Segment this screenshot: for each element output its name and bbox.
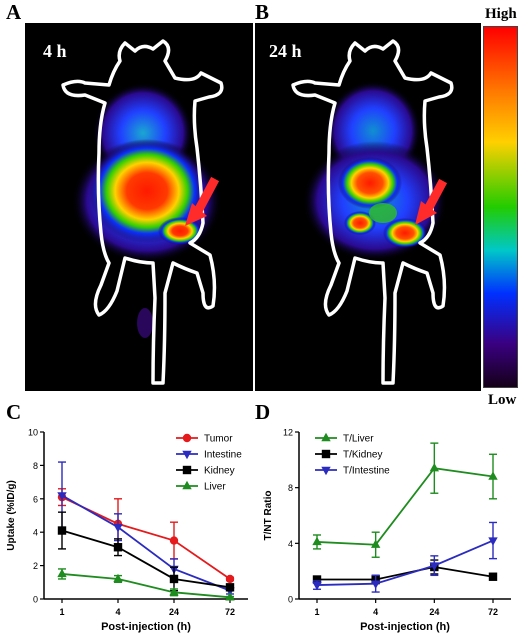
y-tick-label: 4 <box>288 539 293 549</box>
data-point <box>57 568 67 578</box>
data-point <box>169 587 179 596</box>
panel-letter-c: C <box>6 400 22 424</box>
series-line <box>61 573 231 599</box>
data-point <box>113 543 123 552</box>
legend-marker <box>321 449 331 459</box>
x-axis-label: Post-injection (h) <box>360 621 450 633</box>
data-point <box>225 574 235 584</box>
data-point <box>169 536 179 545</box>
series-t-liver <box>312 442 498 558</box>
x-tick-label: 24 <box>429 607 439 617</box>
colorbar-low-label: Low <box>488 392 517 408</box>
legend-entry: Kidney <box>204 466 235 477</box>
legend-marker <box>182 465 192 475</box>
x-tick-label: 72 <box>488 607 498 617</box>
time-label-24h: 24 h <box>269 41 302 61</box>
chart-tnt-ratio: 0 4 8 12 1 4 24 72 Post-injection (h) T/NT Ratio T… <box>263 428 511 633</box>
series-line <box>317 566 494 581</box>
data-point <box>57 492 67 501</box>
data-point <box>312 581 322 591</box>
data-point <box>113 573 123 583</box>
data-point <box>488 471 498 480</box>
series-tumor <box>57 488 235 584</box>
legend-marker <box>182 480 192 490</box>
legend-entry: Intestine <box>204 450 242 461</box>
data-point <box>370 580 381 589</box>
legend-entry: T/Kidney <box>343 450 382 461</box>
y-tick-label: 0 <box>33 595 38 605</box>
y-tick-label: 2 <box>33 561 38 571</box>
legend-entry: Tumor <box>204 434 233 445</box>
series-liver <box>57 568 235 601</box>
x-tick-label: 4 <box>115 607 120 617</box>
data-point <box>57 526 67 535</box>
colorbar-high-label: High <box>485 6 517 22</box>
y-tick-label: 8 <box>288 483 293 493</box>
data-point <box>488 537 498 546</box>
spect-image-24h: 24 h <box>255 23 481 391</box>
data-point <box>370 539 381 548</box>
data-point <box>169 574 179 584</box>
data-point <box>113 523 123 533</box>
data-point <box>488 572 498 581</box>
legend-entry: T/Intestine <box>343 466 390 477</box>
data-point <box>429 462 440 472</box>
data-point <box>225 583 235 592</box>
panel-letter-b: B <box>255 0 270 24</box>
panel-letter-d: D <box>255 400 271 424</box>
mouse-scan-4h <box>61 39 224 385</box>
data-point <box>225 592 235 601</box>
spect-image-4h: 4 h <box>25 23 253 391</box>
y-axis-label: T/NT Ratio <box>263 491 274 541</box>
x-axis-label: Post-injection (h) <box>101 621 191 633</box>
legend-entry: Liver <box>204 482 226 493</box>
x-tick-label: 1 <box>314 607 319 617</box>
y-tick-label: 6 <box>33 494 38 504</box>
panel-letter-a: A <box>6 0 22 24</box>
data-point <box>312 536 322 546</box>
series-line <box>316 539 494 586</box>
x-tick-label: 4 <box>373 607 378 617</box>
series-line <box>316 467 494 546</box>
x-tick-label: 1 <box>59 607 64 617</box>
legend-marker <box>321 432 331 442</box>
legend-entry: T/Liver <box>343 434 374 445</box>
y-tick-label: 10 <box>28 428 38 438</box>
series-t-kidney <box>312 559 498 585</box>
time-label-4h: 4 h <box>43 41 67 61</box>
x-tick-label: 72 <box>225 607 235 617</box>
y-axis-label: Uptake (%ID/g) <box>6 480 17 551</box>
x-tick-label: 24 <box>169 607 179 617</box>
y-tick-label: 8 <box>33 461 38 471</box>
mouse-scan-24h <box>291 39 454 385</box>
data-point <box>429 562 440 571</box>
y-tick-label: 4 <box>33 528 38 538</box>
y-tick-label: 0 <box>288 595 293 605</box>
legend-marker <box>182 450 192 460</box>
legend-marker <box>321 466 331 476</box>
data-point <box>312 575 322 584</box>
series-t-intestine <box>312 521 498 593</box>
colorbar <box>483 26 518 388</box>
series-kidney <box>57 511 235 592</box>
legend-marker <box>182 433 192 443</box>
y-tick-label: 12 <box>283 428 293 438</box>
series-line <box>61 529 231 589</box>
series-line <box>61 494 231 592</box>
